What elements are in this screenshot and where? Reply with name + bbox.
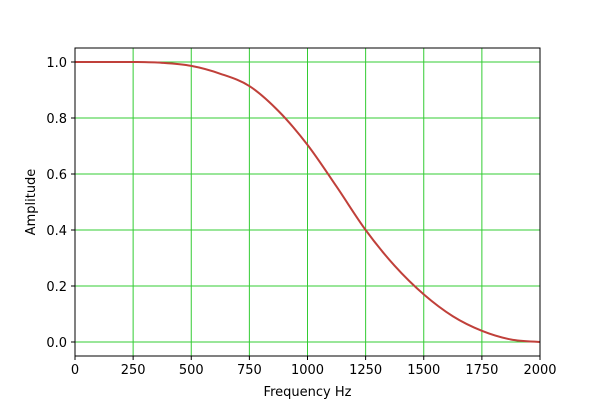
x-tick-label: 1500 bbox=[407, 363, 440, 378]
y-tick-label: 0.8 bbox=[46, 112, 67, 127]
x-tick-label: 750 bbox=[237, 363, 262, 378]
x-tick-label: 1250 bbox=[349, 363, 382, 378]
x-tick-label: 1750 bbox=[465, 363, 498, 378]
y-axis-label: Amplitude bbox=[24, 169, 39, 236]
y-tick-label: 1.0 bbox=[46, 56, 67, 71]
x-tick-label: 2000 bbox=[523, 363, 556, 378]
y-tick-label: 0.6 bbox=[46, 168, 67, 183]
x-tick-label: 500 bbox=[179, 363, 204, 378]
grid bbox=[74, 48, 541, 356]
x-tick-label: 0 bbox=[71, 363, 79, 378]
y-tick-label: 0.0 bbox=[46, 336, 67, 351]
x-tick-label: 1000 bbox=[291, 363, 324, 378]
amplitude-line bbox=[75, 60, 541, 343]
y-tick-label: 0.4 bbox=[46, 224, 67, 239]
x-tick-label: 250 bbox=[121, 363, 146, 378]
ticks: 0 250 500 750 1000 1250 1500 1750 2000 0.0 0.2 0.4 0… bbox=[46, 56, 556, 378]
series bbox=[75, 60, 541, 343]
y-tick-label: 0.2 bbox=[46, 280, 67, 295]
x-axis-label: Frequency Hz bbox=[264, 385, 352, 400]
